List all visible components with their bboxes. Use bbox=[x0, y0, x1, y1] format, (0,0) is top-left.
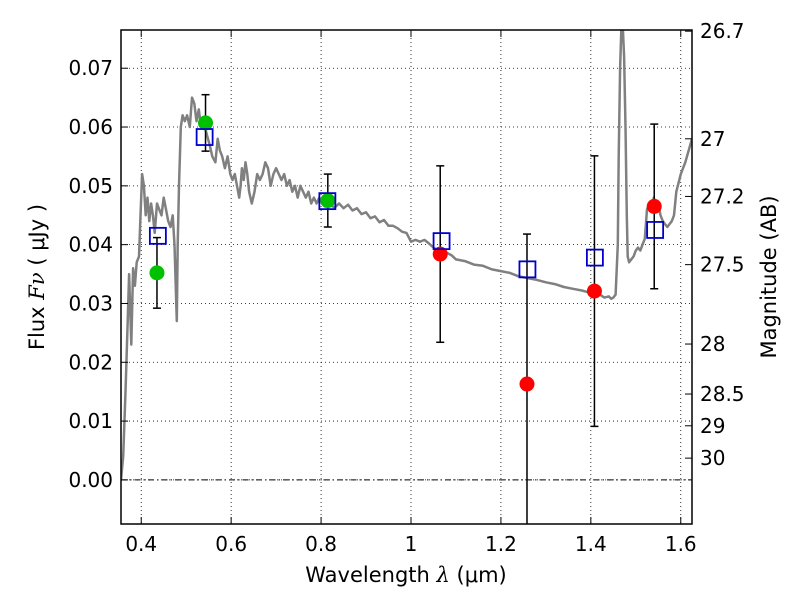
model-photometry-point bbox=[585, 248, 604, 267]
x-tick-label: 1 bbox=[405, 532, 418, 556]
model-photometry-point bbox=[646, 221, 665, 239]
x-tick-label: 0.4 bbox=[125, 532, 157, 556]
observed-point bbox=[586, 283, 602, 299]
x-tick-label: 0.6 bbox=[215, 532, 247, 556]
model-photometry-point bbox=[318, 192, 337, 211]
plot-frame bbox=[120, 29, 693, 525]
observed-point bbox=[198, 115, 214, 131]
y2-tick-label: 26.7 bbox=[700, 19, 745, 43]
model-photometry-point bbox=[195, 128, 214, 146]
y2-tick-label: 27 bbox=[700, 127, 725, 151]
y-axis-ticks: 0.00 0.01 0.02 0.03 0.04 0.05 0.06 0.07 bbox=[68, 56, 128, 492]
model-photometry-point bbox=[148, 226, 167, 245]
model-sed-line bbox=[121, 30, 692, 481]
observed-point bbox=[519, 376, 535, 392]
observed-point bbox=[646, 198, 662, 214]
x-tick-label: 0.8 bbox=[305, 532, 337, 556]
observed-point bbox=[149, 265, 165, 281]
y-tick-label: 0.01 bbox=[68, 409, 113, 433]
x-axis-ticks: 0.4 0.6 0.8 1 1.2 1.4 1.6 bbox=[125, 30, 697, 556]
y-tick-label: 0.04 bbox=[68, 233, 113, 257]
model-photometry-point bbox=[432, 232, 451, 251]
y-tick-label: 0.02 bbox=[68, 350, 113, 374]
y-tick-label: 0.06 bbox=[68, 115, 113, 139]
y2-tick-label: 28 bbox=[700, 332, 725, 356]
y2-tick-label: 30 bbox=[700, 446, 725, 470]
y2-tick-label: 27.5 bbox=[700, 253, 745, 277]
x-tick-label: 1.6 bbox=[665, 532, 697, 556]
observed-points bbox=[149, 115, 662, 392]
y2-axis-ticks: 26.7 27 27.2 27.5 28 28.5 29 30 bbox=[685, 19, 745, 470]
y2-axis-label: Magnitude (AB) bbox=[757, 195, 781, 358]
x-tick-label: 1.4 bbox=[575, 532, 607, 556]
x-axis-label: Wavelength λ (μm) bbox=[305, 563, 506, 587]
observed-point bbox=[320, 193, 336, 209]
plot-background bbox=[121, 30, 692, 524]
observed-point bbox=[432, 246, 448, 262]
y2-tick-label: 29 bbox=[700, 414, 725, 438]
y2-tick-label: 28.5 bbox=[700, 382, 745, 406]
y-axis-label: Flux Fν ( μJy ) bbox=[25, 204, 49, 350]
y-tick-label: 0.03 bbox=[68, 291, 113, 315]
y2-tick-label: 27.2 bbox=[700, 184, 745, 208]
model-photometry-points bbox=[148, 128, 665, 279]
model-photometry-point bbox=[518, 260, 537, 279]
y-tick-label: 0.07 bbox=[68, 56, 113, 80]
y-tick-label: 0.00 bbox=[68, 468, 113, 492]
x-tick-label: 1.2 bbox=[485, 532, 517, 556]
y-tick-label: 0.05 bbox=[68, 174, 113, 198]
